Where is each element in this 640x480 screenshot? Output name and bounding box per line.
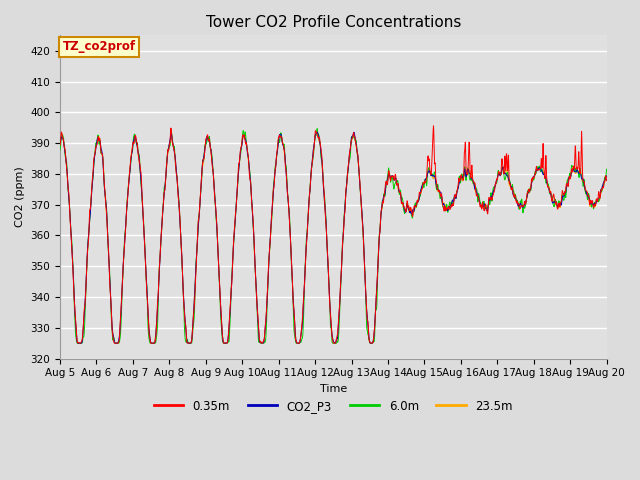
CO2_P3	[493, 178, 500, 184]
6.0m	[555, 198, 563, 204]
0.35m	[56, 143, 64, 148]
23.5m	[76, 340, 83, 346]
6.0m	[603, 166, 611, 172]
0.35m	[570, 166, 578, 172]
23.5m	[603, 173, 611, 179]
Y-axis label: CO2 (ppm): CO2 (ppm)	[15, 167, 25, 228]
0.35m	[361, 276, 369, 281]
6.0m	[314, 126, 321, 132]
6.0m	[56, 147, 64, 153]
Line: CO2_P3: CO2_P3	[60, 132, 607, 343]
0.35m	[603, 178, 611, 183]
CO2_P3	[570, 168, 578, 174]
Title: Tower CO2 Profile Concentrations: Tower CO2 Profile Concentrations	[205, 15, 461, 30]
Legend: 0.35m, CO2_P3, 6.0m, 23.5m: 0.35m, CO2_P3, 6.0m, 23.5m	[149, 395, 518, 417]
Text: TZ_co2prof: TZ_co2prof	[63, 40, 136, 53]
0.35m	[555, 201, 563, 206]
6.0m	[362, 281, 369, 287]
0.35m	[429, 123, 437, 129]
0.35m	[493, 177, 500, 182]
Line: 0.35m: 0.35m	[60, 126, 607, 343]
CO2_P3	[56, 140, 64, 145]
CO2_P3	[349, 131, 357, 136]
6.0m	[493, 180, 500, 186]
6.0m	[74, 340, 82, 346]
23.5m	[362, 283, 369, 288]
CO2_P3	[555, 201, 563, 207]
23.5m	[570, 169, 578, 175]
6.0m	[349, 134, 357, 140]
CO2_P3	[75, 340, 83, 346]
X-axis label: Time: Time	[320, 384, 347, 394]
23.5m	[209, 164, 216, 169]
23.5m	[313, 130, 321, 135]
0.35m	[349, 132, 357, 137]
6.0m	[570, 164, 578, 169]
0.35m	[209, 166, 216, 172]
Line: 6.0m: 6.0m	[60, 129, 607, 343]
CO2_P3	[314, 129, 321, 135]
CO2_P3	[603, 173, 611, 179]
23.5m	[349, 133, 357, 139]
Line: 23.5m: 23.5m	[60, 132, 607, 343]
6.0m	[209, 163, 216, 168]
23.5m	[555, 204, 563, 209]
23.5m	[493, 178, 500, 184]
23.5m	[56, 140, 64, 146]
0.35m	[111, 340, 119, 346]
CO2_P3	[362, 283, 369, 288]
CO2_P3	[209, 164, 216, 170]
